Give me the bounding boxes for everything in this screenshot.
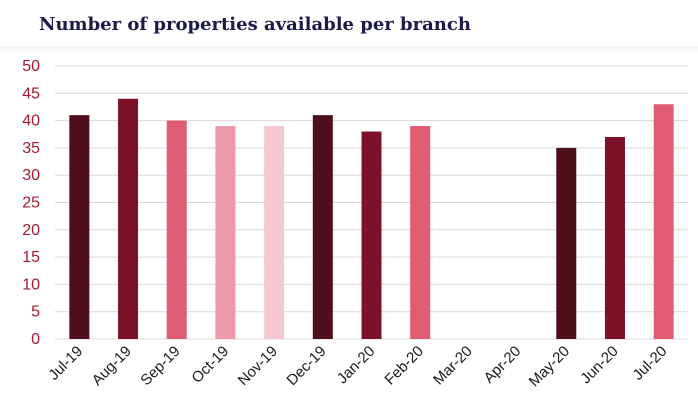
y-tick-label: 10 xyxy=(22,276,40,293)
x-tick-label: Feb-20 xyxy=(381,343,427,389)
y-tick-label: 35 xyxy=(22,140,40,157)
bar-sep-19 xyxy=(166,120,187,339)
y-tick-label: 50 xyxy=(22,58,40,75)
header-shade xyxy=(0,46,698,54)
y-tick-label: 30 xyxy=(22,167,40,184)
y-tick-label: 20 xyxy=(22,222,40,239)
bar-nov-19 xyxy=(264,126,285,339)
y-tick-label: 45 xyxy=(22,85,40,102)
x-tick-label: May-20 xyxy=(526,343,573,390)
x-tick-label: Jul-19 xyxy=(45,343,86,384)
y-tick-label: 15 xyxy=(22,249,40,266)
x-tick-label: Jul-20 xyxy=(630,343,671,384)
bar-jul-20 xyxy=(653,104,674,339)
x-tick-label: Dec-19 xyxy=(283,343,329,389)
y-tick-label: 5 xyxy=(31,304,40,321)
y-tick-label: 25 xyxy=(22,195,40,212)
x-tick-label: Aug-19 xyxy=(89,343,135,389)
bar-feb-20 xyxy=(410,126,431,339)
y-tick-label: 0 xyxy=(31,331,40,348)
x-tick-label: Sep-19 xyxy=(137,343,183,389)
x-tick-label: Jan-20 xyxy=(334,343,378,387)
bar-jul-19 xyxy=(69,115,90,339)
x-tick-label: Mar-20 xyxy=(430,343,476,389)
chart-title: Number of properties available per branc… xyxy=(39,14,471,35)
bar-may-20 xyxy=(556,147,577,339)
x-tick-label: Jun-20 xyxy=(577,343,621,387)
x-tick-label: Nov-19 xyxy=(235,343,281,389)
bar-aug-19 xyxy=(118,98,139,339)
bar-jun-20 xyxy=(604,136,625,339)
bar-dec-19 xyxy=(312,115,333,339)
y-tick-label: 40 xyxy=(22,113,40,130)
x-tick-label: Apr-20 xyxy=(481,343,525,387)
bar-jan-20 xyxy=(361,131,382,339)
bar-oct-19 xyxy=(215,126,236,339)
x-tick-label: Oct-19 xyxy=(188,343,232,387)
